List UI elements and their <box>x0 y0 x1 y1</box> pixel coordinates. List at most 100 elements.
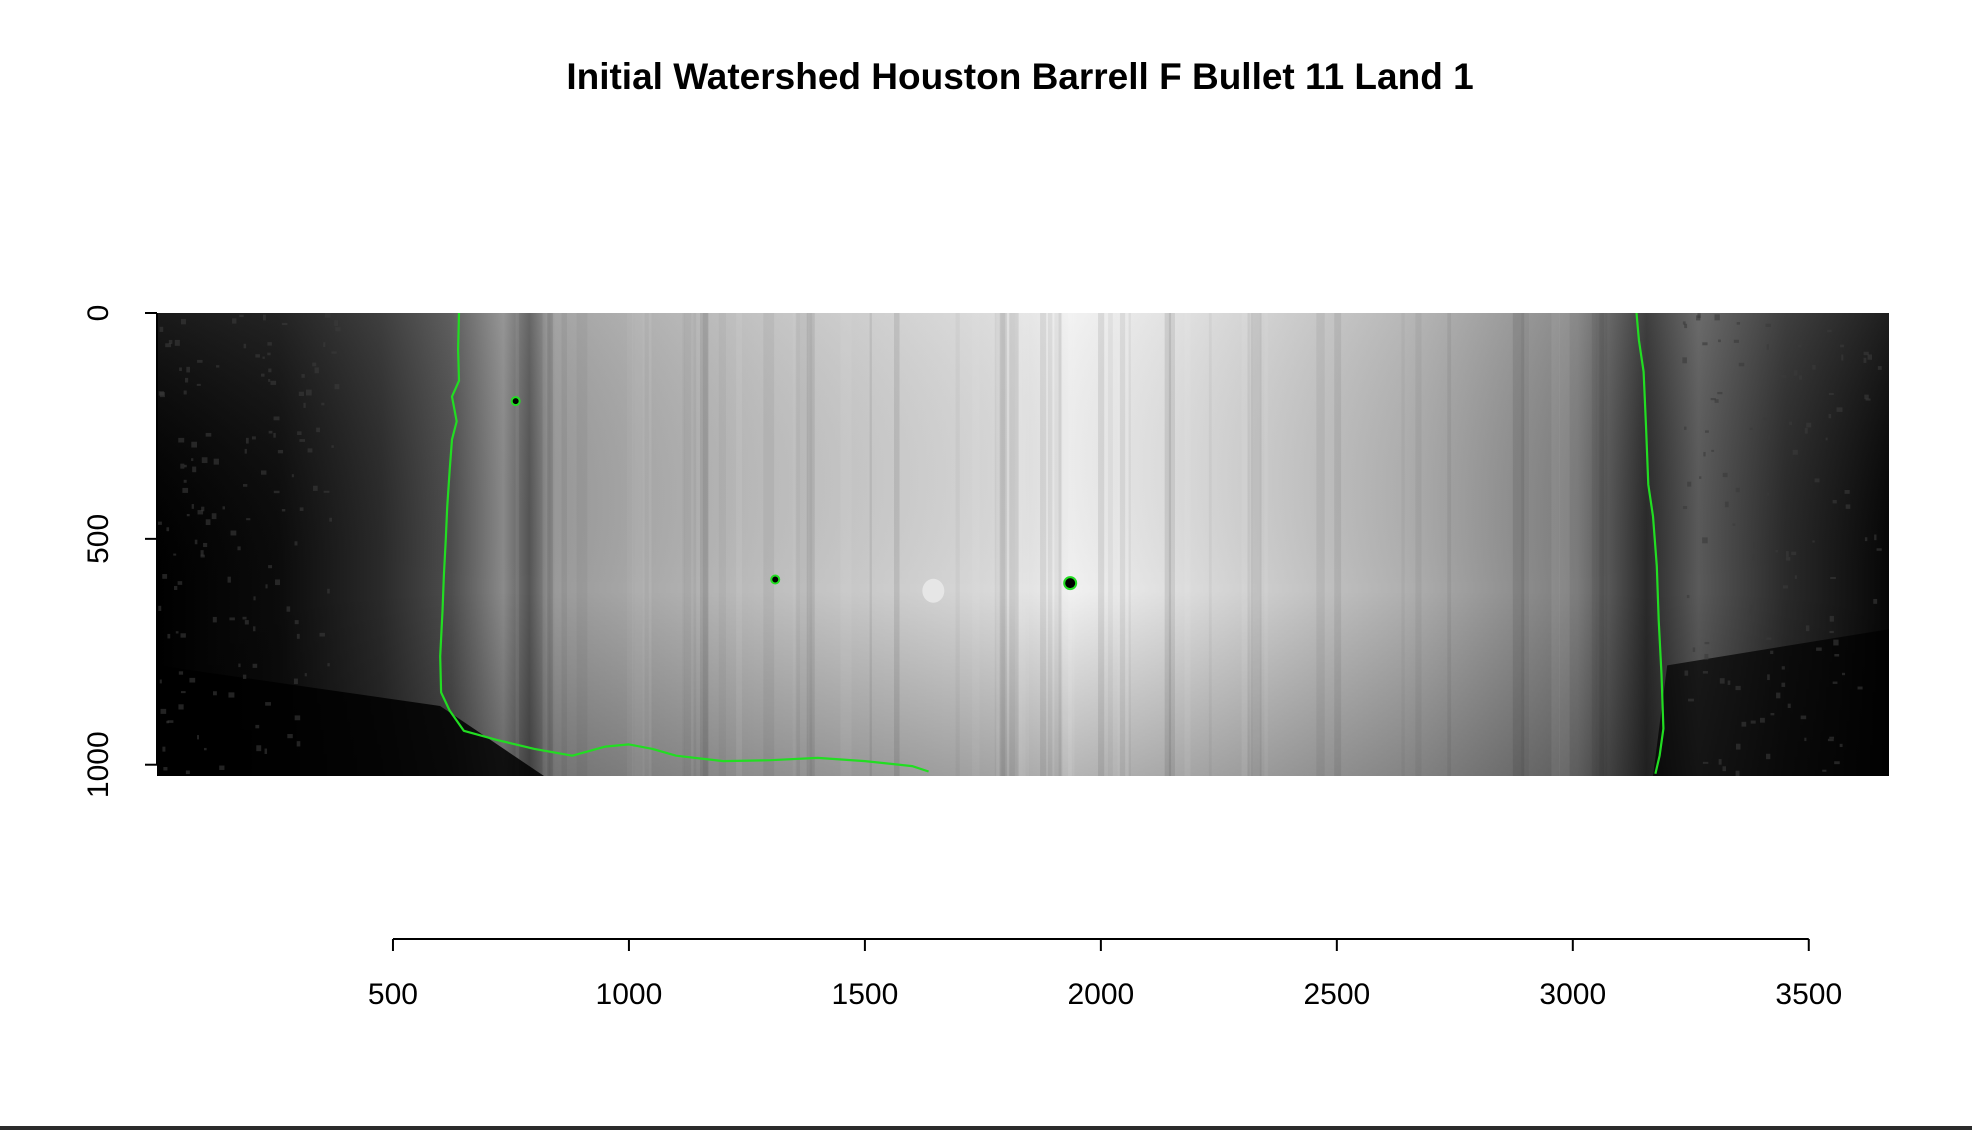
striation <box>894 313 900 776</box>
noise-speck <box>194 539 198 545</box>
noise-speck <box>197 510 204 515</box>
noise-speck <box>1770 650 1774 655</box>
noise-speck <box>294 715 301 721</box>
noise-speck <box>331 351 337 354</box>
striation <box>1015 313 1023 776</box>
noise-speck <box>1787 703 1791 708</box>
noise-speck <box>1750 720 1756 724</box>
noise-speck <box>1827 738 1834 742</box>
x-axis: 500 1000 1500 2000 2500 3000 3500 <box>368 938 1842 1011</box>
noise-speck <box>1692 647 1696 652</box>
noise-speck <box>1704 430 1709 433</box>
noise-speck <box>157 521 162 525</box>
noise-speck <box>1682 357 1687 364</box>
noise-speck <box>197 359 203 363</box>
noise-speck <box>323 490 330 493</box>
striation <box>1559 313 1570 776</box>
noise-speck <box>313 485 318 491</box>
noise-speck <box>203 542 208 548</box>
noise-speck <box>253 626 256 632</box>
striation <box>1209 313 1212 776</box>
noise-speck <box>1780 374 1787 378</box>
striation <box>691 313 694 776</box>
striation <box>1184 313 1191 776</box>
noise-speck <box>1812 540 1815 543</box>
striation <box>1521 313 1529 776</box>
noise-speck <box>273 490 280 494</box>
boundary-spot <box>1063 576 1078 591</box>
noise-speck <box>334 320 339 326</box>
noise-speck <box>1877 366 1882 370</box>
noise-speck <box>185 770 190 775</box>
noise-speck <box>205 432 212 437</box>
striation <box>1119 313 1126 776</box>
noise-speck <box>213 458 219 465</box>
striation <box>515 313 520 776</box>
noise-speck <box>191 441 198 448</box>
noise-speck <box>1830 576 1836 580</box>
striation <box>699 313 709 776</box>
noise-speck <box>244 448 247 454</box>
striation <box>1168 313 1175 776</box>
noise-speck <box>273 416 280 421</box>
noise-speck <box>1684 323 1688 329</box>
striation <box>561 313 568 776</box>
noise-speck <box>273 432 276 438</box>
striation <box>1098 313 1105 776</box>
noise-speck <box>239 314 244 318</box>
striation <box>972 313 980 776</box>
noise-speck <box>1812 364 1816 370</box>
noise-speck <box>229 617 235 621</box>
noise-speck <box>213 691 217 696</box>
noise-speck <box>1735 487 1740 493</box>
striation <box>1014 313 1026 776</box>
noise-speck <box>166 527 170 532</box>
noise-speck <box>1687 481 1692 487</box>
striation <box>1551 313 1560 776</box>
noise-speck <box>1697 313 1701 319</box>
noise-speck <box>1793 370 1798 376</box>
noise-speck <box>1804 427 1808 434</box>
noise-speck <box>297 431 302 436</box>
striation <box>1415 313 1422 776</box>
noise-speck <box>1746 637 1751 643</box>
noise-speck <box>331 445 334 448</box>
noise-speck <box>173 553 177 556</box>
noise-speck <box>1844 489 1850 494</box>
noise-speck <box>1857 686 1863 690</box>
noise-speck <box>1736 322 1741 325</box>
noise-speck <box>294 620 299 625</box>
noise-speck <box>1749 609 1754 615</box>
noise-speck <box>1876 548 1882 551</box>
noise-speck <box>180 318 186 325</box>
noise-speck <box>312 362 317 367</box>
noise-speck <box>183 479 187 483</box>
noise-speck <box>298 391 304 397</box>
striation <box>1062 313 1072 776</box>
noise-speck <box>286 606 291 612</box>
noise-speck <box>238 663 241 668</box>
noise-speck <box>162 746 166 752</box>
noise-speck <box>168 339 173 344</box>
noise-speck <box>1718 759 1722 765</box>
striation <box>994 313 1006 776</box>
noise-speck <box>1711 449 1715 452</box>
noise-speck <box>1770 712 1775 716</box>
noise-speck <box>1767 492 1770 496</box>
noise-speck <box>268 378 271 382</box>
noise-speck <box>1686 594 1690 599</box>
noise-speck <box>1714 399 1719 403</box>
noise-speck <box>264 748 268 754</box>
noise-speck <box>335 327 341 332</box>
noise-speck <box>1704 653 1709 660</box>
noise-speck <box>174 339 180 346</box>
noise-speck <box>1753 542 1758 549</box>
noise-speck <box>165 343 172 348</box>
y-tick-label: 500 <box>82 514 115 564</box>
noise-speck <box>268 368 272 373</box>
striations <box>515 313 1608 776</box>
noise-speck <box>237 546 241 551</box>
striation <box>869 313 872 776</box>
noise-speck <box>1735 743 1741 750</box>
surface-height-image <box>157 313 1889 776</box>
